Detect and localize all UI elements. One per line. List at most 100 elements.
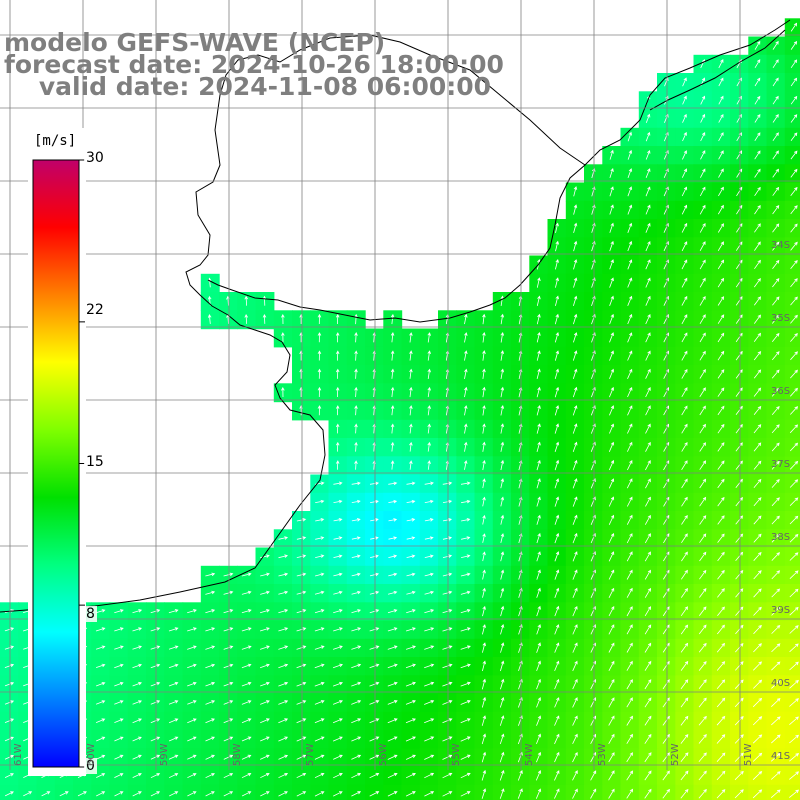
wind-speed-cell bbox=[675, 127, 695, 147]
wind-vector-arrow bbox=[482, 605, 486, 617]
wind-vector-arrow bbox=[481, 769, 487, 781]
wind-vector-arrow bbox=[609, 167, 614, 179]
wind-speed-cell bbox=[565, 273, 585, 293]
wind-speed-cell bbox=[620, 547, 640, 567]
wind-vector-arrow bbox=[482, 551, 486, 562]
wind-vector-arrow bbox=[572, 587, 578, 598]
wind-speed-cell bbox=[638, 438, 658, 457]
wind-speed-cell bbox=[438, 383, 457, 403]
wind-speed-cell bbox=[0, 638, 19, 658]
wind-vector-arrow bbox=[644, 642, 652, 653]
wind-vector-arrow bbox=[369, 772, 380, 779]
wind-speed-cell bbox=[182, 693, 202, 713]
wind-vector-arrow bbox=[717, 569, 725, 580]
wind-speed-cell bbox=[620, 219, 640, 238]
wind-speed-cell bbox=[748, 511, 768, 530]
wind-vector-arrow bbox=[698, 734, 707, 744]
wind-speed-cell bbox=[456, 419, 476, 439]
wind-speed-cell bbox=[565, 219, 585, 238]
wind-vector-arrow bbox=[369, 663, 380, 669]
wind-vector-arrow bbox=[187, 736, 197, 742]
wind-speed-cell bbox=[748, 200, 768, 220]
wind-speed-cell bbox=[146, 711, 165, 731]
wind-vector-arrow bbox=[409, 368, 413, 379]
wind-vector-arrow bbox=[333, 481, 343, 486]
wind-vector-arrow bbox=[460, 772, 471, 779]
wind-vector-arrow bbox=[608, 660, 615, 671]
wind-vector-arrow bbox=[662, 770, 670, 781]
wind-vector-arrow bbox=[278, 681, 289, 687]
wind-vector-arrow bbox=[424, 754, 435, 760]
wind-vector-arrow bbox=[754, 150, 761, 160]
wind-speed-cell bbox=[255, 602, 275, 622]
wind-speed-cell bbox=[602, 383, 622, 403]
wind-vector-arrow bbox=[4, 754, 14, 760]
wind-speed-cell bbox=[383, 711, 403, 731]
wind-vector-arrow bbox=[681, 222, 688, 233]
wind-vector-arrow bbox=[369, 700, 380, 705]
wind-speed-cell bbox=[401, 492, 421, 512]
wind-speed-cell bbox=[584, 456, 603, 476]
wind-vector-arrow bbox=[500, 514, 505, 525]
wind-vector-arrow bbox=[681, 478, 688, 489]
wind-speed-cell bbox=[255, 748, 275, 768]
wind-speed-cell bbox=[273, 693, 293, 713]
wind-speed-cell bbox=[292, 547, 311, 567]
lon-label-53w: 53W bbox=[597, 743, 608, 766]
wind-speed-cell bbox=[36, 784, 56, 800]
wind-speed-cell bbox=[328, 784, 348, 800]
wind-vector-arrow bbox=[734, 734, 744, 744]
wind-speed-cell bbox=[784, 310, 800, 330]
wind-speed-cell bbox=[784, 73, 800, 92]
wind-speed-cell bbox=[529, 730, 549, 749]
wind-vector-arrow bbox=[351, 718, 362, 724]
wind-speed-cell bbox=[584, 565, 603, 585]
wind-vector-arrow bbox=[699, 423, 706, 434]
wind-vector-arrow bbox=[608, 569, 615, 580]
wind-vector-arrow bbox=[608, 605, 615, 617]
wind-vector-arrow bbox=[662, 788, 671, 799]
wind-vector-arrow bbox=[405, 681, 416, 687]
wind-speed-cell bbox=[602, 346, 622, 366]
wind-vector-arrow bbox=[572, 459, 578, 471]
wind-speed-cell bbox=[237, 766, 257, 786]
wind-speed-cell bbox=[675, 602, 695, 622]
wind-vector-arrow bbox=[627, 277, 633, 288]
wind-vector-arrow bbox=[626, 533, 633, 544]
wind-vector-arrow bbox=[409, 350, 413, 361]
wind-vector-arrow bbox=[150, 663, 161, 669]
wind-speed-cell bbox=[182, 602, 202, 622]
wind-vector-arrow bbox=[554, 514, 560, 525]
wind-speed-cell bbox=[547, 547, 567, 567]
wind-speed-cell bbox=[565, 711, 585, 731]
wind-speed-cell bbox=[620, 127, 640, 147]
wind-vector-arrow bbox=[753, 551, 762, 561]
wind-vector-arrow bbox=[700, 95, 706, 105]
wind-vector-arrow bbox=[278, 536, 289, 540]
wind-vector-arrow bbox=[771, 716, 781, 726]
wind-vector-arrow bbox=[717, 478, 725, 489]
wind-speed-cell bbox=[784, 219, 800, 238]
wind-speed-cell bbox=[784, 346, 800, 366]
wind-vector-arrow bbox=[734, 697, 744, 708]
wind-speed-cell bbox=[711, 474, 731, 494]
wind-speed-cell bbox=[711, 511, 731, 530]
wind-vector-arrow bbox=[424, 772, 435, 779]
wind-vector-arrow bbox=[278, 663, 289, 669]
wind-vector-arrow bbox=[699, 496, 707, 507]
wind-vector-arrow bbox=[207, 314, 212, 324]
wind-vector-arrow bbox=[482, 405, 486, 416]
wind-vector-arrow bbox=[681, 423, 688, 434]
wind-vector-arrow bbox=[609, 240, 614, 252]
wind-speed-cell bbox=[693, 346, 713, 366]
wind-speed-cell bbox=[675, 730, 695, 749]
wind-vector-arrow bbox=[627, 350, 633, 361]
wind-vector-arrow bbox=[482, 368, 486, 379]
wind-speed-cell bbox=[784, 438, 800, 457]
wind-speed-cell bbox=[711, 602, 731, 622]
wind-speed-cell bbox=[602, 565, 622, 585]
wind-vector-arrow bbox=[627, 441, 633, 452]
wind-speed-cell bbox=[657, 182, 676, 202]
wind-speed-cell bbox=[456, 693, 476, 713]
wind-vector-arrow bbox=[335, 350, 340, 361]
